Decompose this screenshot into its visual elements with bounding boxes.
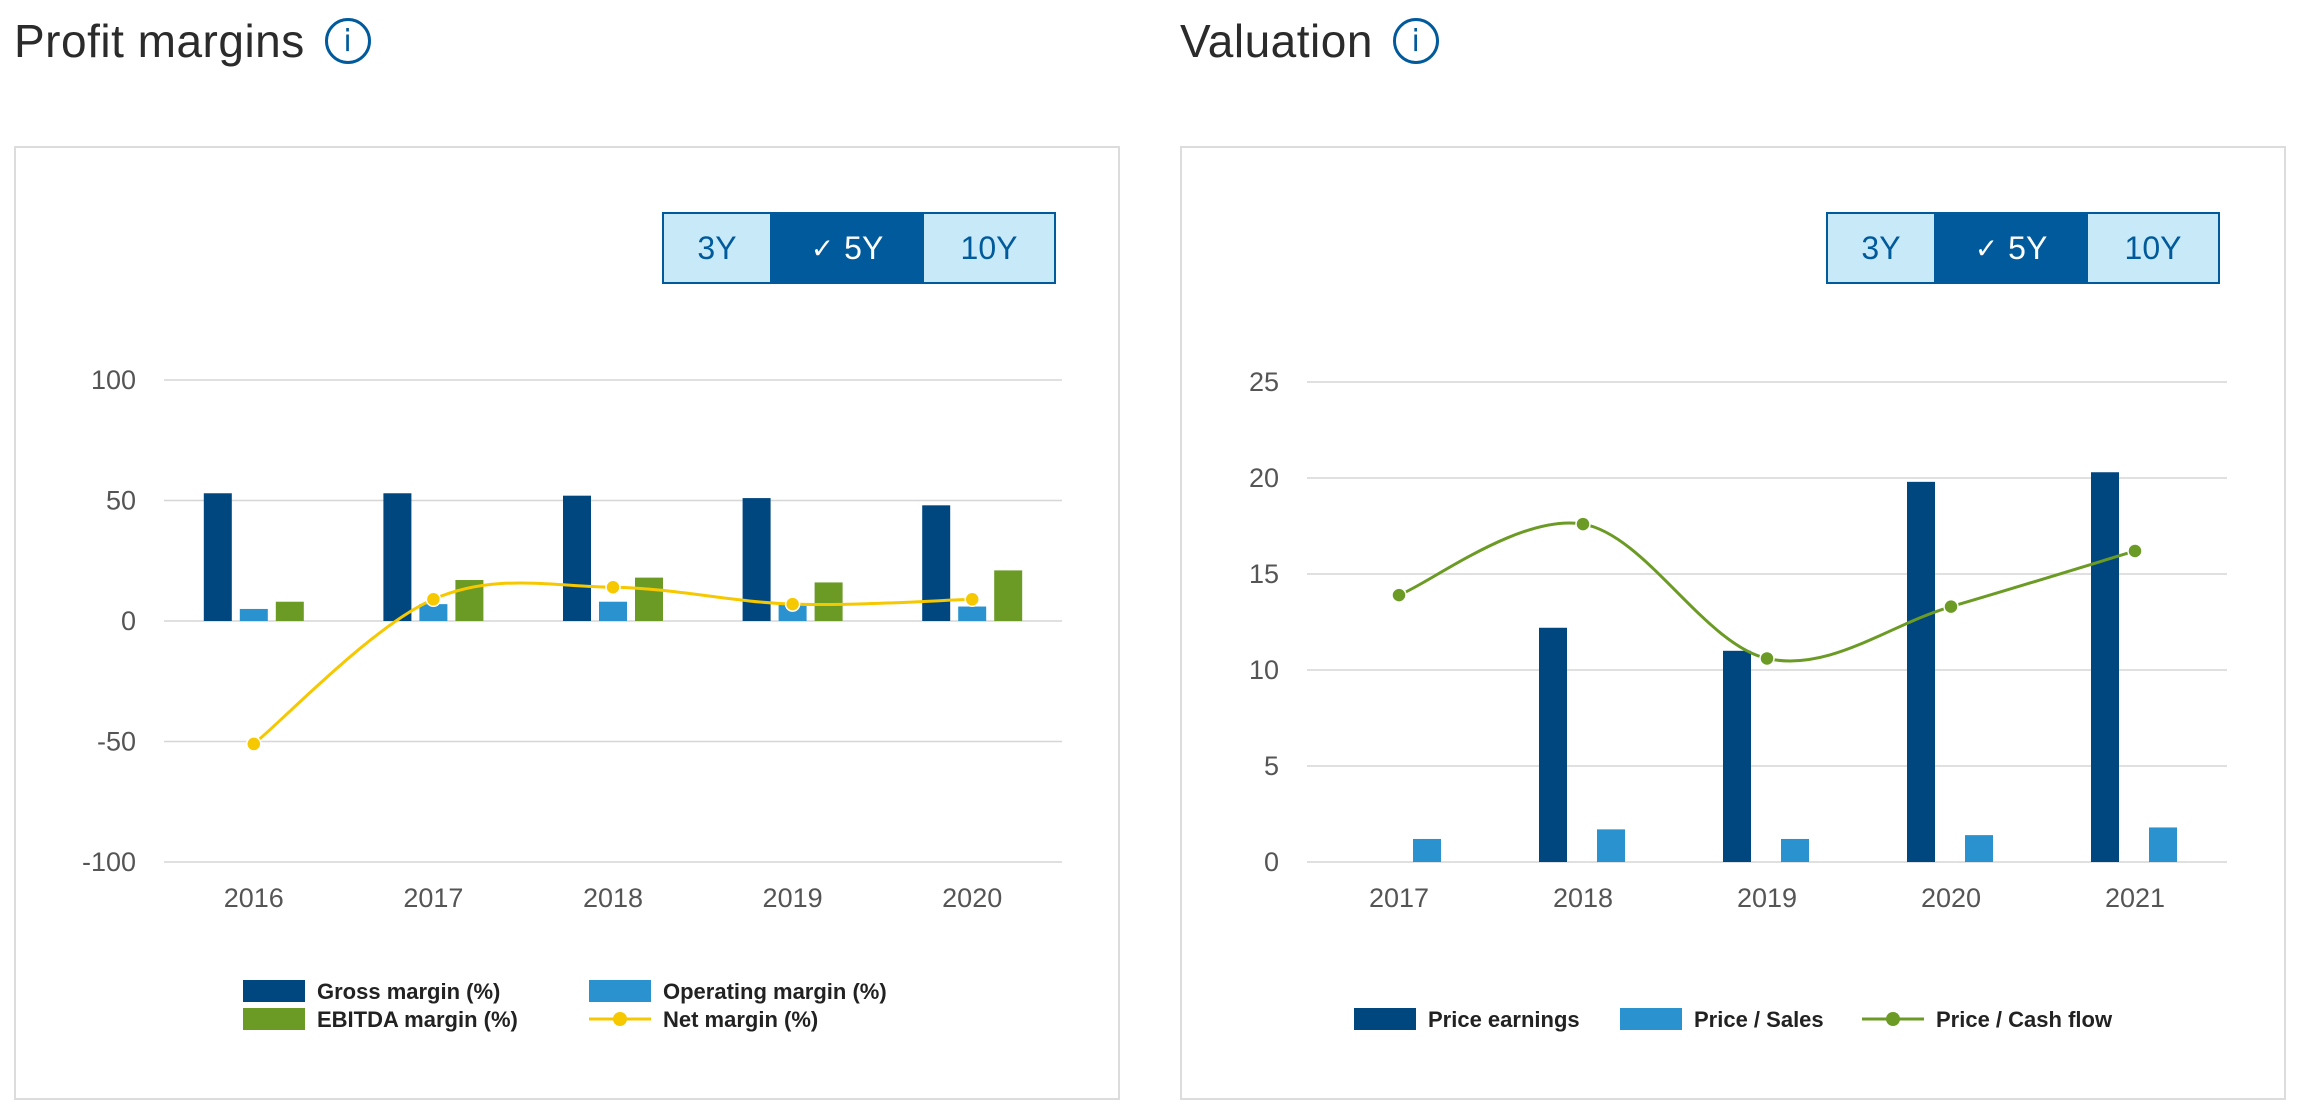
- y-tick-label: 0: [121, 606, 136, 636]
- x-tick-label: 2018: [583, 883, 643, 913]
- legend-swatch: [613, 1012, 627, 1026]
- bar: [1597, 829, 1625, 862]
- valuation-panel: 3Y ✓ 5Y 10Y 25 20 15 10 5 0 2017 2018 2019 2020 20…: [1180, 146, 2286, 1100]
- legend-label: Gross margin (%): [317, 979, 500, 1004]
- legend-label: Operating margin (%): [663, 979, 887, 1004]
- data-point: [1391, 587, 1407, 603]
- bar: [635, 577, 663, 621]
- data-point: [1943, 598, 1959, 615]
- bar: [1781, 838, 1809, 862]
- bar: [2091, 472, 2119, 862]
- x-tick-label: 2016: [224, 883, 284, 913]
- x-tick-label: 2021: [2105, 883, 2165, 913]
- range-button-5y[interactable]: ✓ 5Y: [1936, 214, 2088, 282]
- bar: [419, 604, 448, 621]
- data-point: [784, 596, 801, 612]
- bar: [958, 606, 987, 621]
- y-tick-label: 10: [1249, 655, 1279, 685]
- bar: [994, 570, 1023, 621]
- legend-swatch: [589, 980, 651, 1002]
- range-button-label: 10Y: [960, 229, 1018, 266]
- x-tick-label: 2018: [1553, 883, 1613, 913]
- x-tick-label: 2017: [1369, 883, 1429, 913]
- y-tick-label: 15: [1249, 559, 1279, 589]
- y-tick-label: -50: [97, 727, 136, 757]
- info-icon[interactable]: i: [324, 18, 371, 64]
- y-tick-label: 0: [1264, 847, 1279, 877]
- legend-swatch: [243, 1008, 305, 1030]
- data-point: [425, 591, 442, 608]
- bar: [599, 601, 627, 621]
- y-tick-label: 5: [1264, 751, 1279, 781]
- x-tick-label: 2019: [1737, 883, 1797, 913]
- bar: [1413, 838, 1441, 862]
- data-point: [964, 591, 980, 608]
- profit-margins-panel: 3Y ✓ 5Y 10Y 100 50 0 -50 -100 2016 2017 2018 201…: [14, 146, 1120, 1100]
- legend-label: Price earnings: [1428, 1007, 1580, 1032]
- bar: [1907, 481, 1935, 862]
- bar: [814, 582, 843, 621]
- bar: [922, 505, 951, 621]
- y-tick-label: 50: [106, 486, 136, 516]
- series-line: [1398, 521, 2136, 663]
- legend-swatch: [1354, 1008, 1416, 1030]
- range-button-3y[interactable]: 3Y: [1828, 214, 1936, 282]
- bar: [778, 604, 807, 621]
- data-point: [605, 579, 621, 596]
- range-button-label: 5Y: [844, 229, 884, 266]
- bar: [1965, 835, 1993, 862]
- y-tick-label: 25: [1249, 367, 1279, 397]
- check-icon: ✓: [1974, 232, 1999, 264]
- x-tick-label: 2020: [942, 883, 1002, 913]
- legend-swatch: [1886, 1012, 1900, 1026]
- bar: [563, 495, 591, 621]
- legend-swatch: [1620, 1008, 1682, 1030]
- bar: [203, 493, 232, 621]
- range-button-label: 10Y: [2124, 229, 2182, 266]
- bar: [275, 601, 304, 621]
- bar: [383, 493, 412, 621]
- valuation-title: Valuation i: [1180, 14, 1439, 68]
- legend-label: Price / Cash flow: [1936, 1007, 2113, 1032]
- legend-swatch: [243, 980, 305, 1002]
- y-tick-label: 100: [91, 365, 136, 395]
- data-point: [1759, 650, 1775, 667]
- data-point: [1575, 516, 1591, 532]
- range-button-3y[interactable]: 3Y: [664, 214, 772, 282]
- range-button-10y[interactable]: 10Y: [924, 214, 1054, 282]
- check-icon: ✓: [810, 232, 835, 264]
- bar: [1539, 627, 1567, 862]
- range-button-label: 5Y: [2008, 229, 2048, 266]
- data-point: [2127, 543, 2143, 559]
- profit-margins-chart: 100 50 0 -50 -100 2016 2017 2018 2019 2020 Gross m…: [82, 365, 1062, 1032]
- profit-margins-title: Profit margins i: [14, 14, 371, 68]
- valuation-title-text: Valuation: [1180, 15, 1373, 67]
- legend-label: EBITDA margin (%): [317, 1007, 518, 1032]
- bar: [2149, 827, 2177, 862]
- range-selector: 3Y ✓ 5Y 10Y: [662, 212, 1056, 284]
- profit-margins-title-text: Profit margins: [14, 15, 305, 67]
- x-tick-label: 2017: [403, 883, 463, 913]
- x-tick-label: 2019: [763, 883, 823, 913]
- y-tick-label: 20: [1249, 463, 1279, 493]
- valuation-chart: 25 20 15 10 5 0 2017 2018 2019 2020 2021 Price earn…: [1249, 367, 2227, 1032]
- range-button-label: 3Y: [697, 229, 737, 266]
- bar: [1723, 650, 1751, 862]
- range-button-10y[interactable]: 10Y: [2088, 214, 2218, 282]
- info-icon[interactable]: i: [1392, 18, 1439, 64]
- range-selector: 3Y ✓ 5Y 10Y: [1826, 212, 2220, 284]
- range-button-label: 3Y: [1861, 229, 1901, 266]
- legend-label: Price / Sales: [1694, 1007, 1824, 1032]
- legend-label: Net margin (%): [663, 1007, 818, 1032]
- y-tick-label: -100: [82, 847, 136, 877]
- bar: [239, 608, 268, 621]
- data-point: [246, 736, 262, 752]
- range-button-5y[interactable]: ✓ 5Y: [772, 214, 924, 282]
- x-tick-label: 2020: [1921, 883, 1981, 913]
